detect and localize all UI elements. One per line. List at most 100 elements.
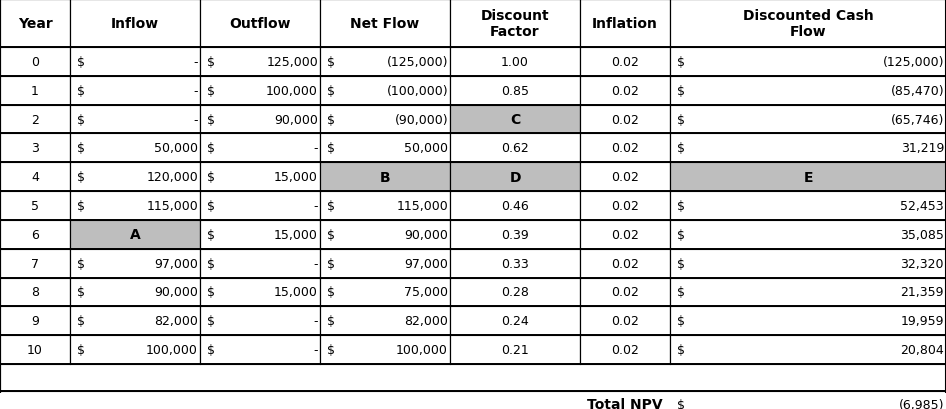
Bar <box>200 106 320 134</box>
Bar <box>580 0 670 48</box>
Text: $: $ <box>677 315 685 328</box>
Bar <box>580 249 670 278</box>
Bar <box>70 0 200 48</box>
Text: 21,359: 21,359 <box>901 286 944 299</box>
Bar <box>0 163 946 191</box>
Text: $: $ <box>327 286 335 299</box>
Bar <box>0 163 70 191</box>
Bar <box>0 391 946 409</box>
Bar <box>70 335 200 364</box>
Text: $: $ <box>77 315 85 328</box>
Text: 0.85: 0.85 <box>501 85 529 97</box>
Text: -: - <box>313 142 318 155</box>
Text: -: - <box>194 56 198 69</box>
Text: 15,000: 15,000 <box>274 228 318 241</box>
Text: $: $ <box>207 171 215 184</box>
Bar <box>0 76 70 106</box>
Bar <box>0 48 946 76</box>
Text: Outflow: Outflow <box>229 17 290 31</box>
Text: $: $ <box>677 85 685 97</box>
Bar <box>670 220 946 249</box>
Text: -: - <box>313 315 318 328</box>
Text: 0.46: 0.46 <box>501 200 529 212</box>
Bar <box>580 76 670 106</box>
Text: 15,000: 15,000 <box>274 171 318 184</box>
Text: Net Flow: Net Flow <box>350 17 420 31</box>
Text: 0.02: 0.02 <box>611 56 639 69</box>
Bar <box>0 134 70 163</box>
Text: 0.02: 0.02 <box>611 315 639 328</box>
Text: $: $ <box>327 56 335 69</box>
Text: $: $ <box>327 200 335 212</box>
Bar <box>70 134 200 163</box>
Bar <box>0 0 70 48</box>
Bar <box>0 106 70 134</box>
Bar <box>0 335 946 364</box>
Text: $: $ <box>327 257 335 270</box>
Bar <box>70 220 200 249</box>
Text: 0.02: 0.02 <box>611 228 639 241</box>
Text: $: $ <box>77 257 85 270</box>
Text: 0.39: 0.39 <box>501 228 529 241</box>
Text: 0.02: 0.02 <box>611 286 639 299</box>
Text: 1: 1 <box>31 85 39 97</box>
Bar <box>0 249 946 278</box>
Text: 4: 4 <box>31 171 39 184</box>
Text: 0.33: 0.33 <box>501 257 529 270</box>
Text: $: $ <box>677 56 685 69</box>
Bar <box>320 249 450 278</box>
Text: $: $ <box>327 315 335 328</box>
Text: A: A <box>130 228 140 242</box>
Bar <box>580 307 670 335</box>
Bar <box>200 163 320 191</box>
Text: 82,000: 82,000 <box>154 315 198 328</box>
Text: 100,000: 100,000 <box>396 343 448 356</box>
Text: (65,746): (65,746) <box>890 113 944 126</box>
Bar <box>0 307 70 335</box>
Text: (6,985): (6,985) <box>899 398 944 409</box>
Bar <box>320 191 450 220</box>
Text: 5: 5 <box>31 200 39 212</box>
Text: 6: 6 <box>31 228 39 241</box>
Bar <box>0 278 946 307</box>
Text: Inflation: Inflation <box>592 17 657 31</box>
Bar <box>200 48 320 76</box>
Bar <box>450 191 580 220</box>
Bar <box>0 191 946 220</box>
Bar <box>580 134 670 163</box>
Bar <box>320 163 450 191</box>
Text: $: $ <box>677 228 685 241</box>
Text: -: - <box>313 257 318 270</box>
Text: (90,000): (90,000) <box>394 113 448 126</box>
Text: $: $ <box>327 142 335 155</box>
Bar <box>0 278 70 307</box>
Text: 0.02: 0.02 <box>611 142 639 155</box>
Text: 7: 7 <box>31 257 39 270</box>
Bar <box>70 278 200 307</box>
Bar <box>670 0 946 48</box>
Bar <box>0 335 70 364</box>
Text: 2: 2 <box>31 113 39 126</box>
Bar <box>580 48 670 76</box>
Bar <box>0 106 946 134</box>
Text: C: C <box>510 113 520 127</box>
Bar <box>450 106 580 134</box>
Bar <box>200 307 320 335</box>
Text: 90,000: 90,000 <box>404 228 448 241</box>
Bar <box>450 220 580 249</box>
Text: Inflow: Inflow <box>111 17 159 31</box>
Text: 15,000: 15,000 <box>274 286 318 299</box>
Bar <box>450 335 580 364</box>
Bar <box>580 220 670 249</box>
Bar <box>200 191 320 220</box>
Bar <box>320 0 450 48</box>
Text: 125,000: 125,000 <box>266 56 318 69</box>
Bar <box>320 106 450 134</box>
Bar <box>200 249 320 278</box>
Bar <box>320 48 450 76</box>
Bar <box>670 278 946 307</box>
Text: $: $ <box>677 286 685 299</box>
Text: 31,219: 31,219 <box>901 142 944 155</box>
Text: 0: 0 <box>31 56 39 69</box>
Bar <box>0 364 946 391</box>
